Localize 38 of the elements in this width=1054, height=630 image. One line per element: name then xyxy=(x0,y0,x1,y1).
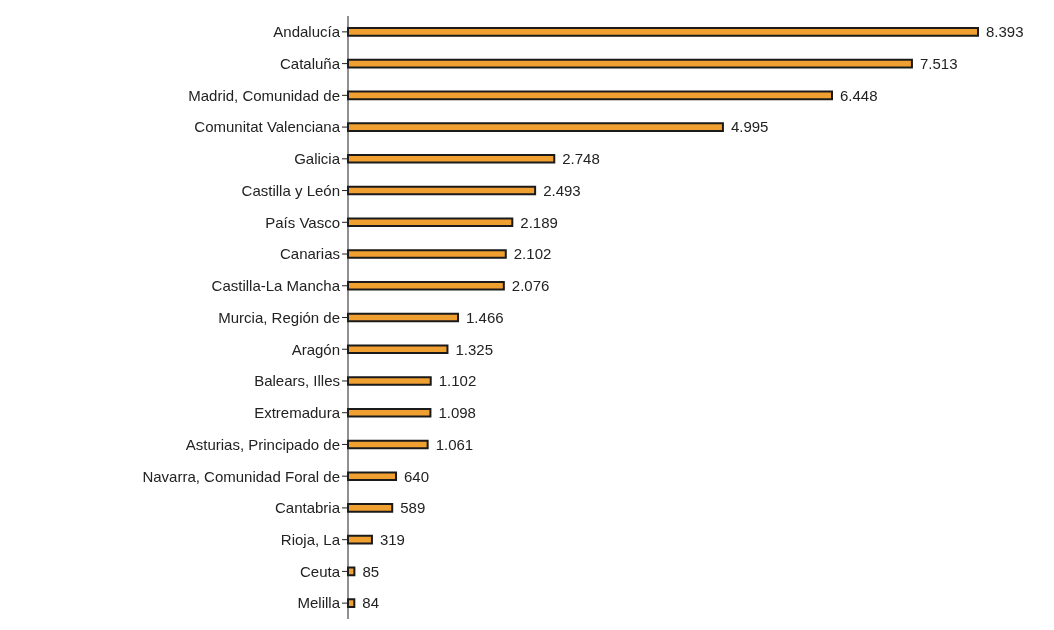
data-label: 2.102 xyxy=(513,245,552,263)
data-label: 1.102 xyxy=(438,372,477,390)
y-tick-label: País Vasco xyxy=(265,213,340,231)
y-tick-label: Canarias xyxy=(279,245,340,263)
data-label: 6.448 xyxy=(840,86,878,104)
y-tick-label: Castilla-La Mancha xyxy=(211,277,341,295)
data-label: 640 xyxy=(404,467,430,485)
y-tick-label: Balears, Illes xyxy=(254,372,340,390)
data-label: 1.466 xyxy=(466,308,504,326)
data-label: 7.513 xyxy=(919,54,958,72)
y-tick-label: Madrid, Comunidad de xyxy=(188,86,340,104)
y-tick-label: Andalucía xyxy=(273,23,341,41)
data-label: 1.098 xyxy=(438,404,476,422)
y-tick-label: Navarra, Comunidad Foral de xyxy=(142,467,340,485)
y-tick-label: Galicia xyxy=(294,150,341,168)
data-label: 84 xyxy=(362,594,379,612)
y-tick-label: Asturias, Principado de xyxy=(185,435,340,453)
y-tick-label: Ceuta xyxy=(299,562,341,580)
data-label: 1.061 xyxy=(435,435,474,453)
data-label: 2.189 xyxy=(520,213,558,231)
data-label: 4.995 xyxy=(730,118,769,136)
y-tick-label: Rioja, La xyxy=(280,530,341,548)
y-tick-label: Comunitat Valenciana xyxy=(194,118,341,136)
y-tick-label: Murcia, Región de xyxy=(218,308,340,326)
data-label: 2.493 xyxy=(543,181,581,199)
data-label: 589 xyxy=(400,499,426,517)
data-label: 1.325 xyxy=(455,340,493,358)
data-label: 8.393 xyxy=(986,23,1024,41)
data-label: 319 xyxy=(379,530,405,548)
y-tick-label: Melilla xyxy=(297,594,341,612)
y-tick-label: Cataluña xyxy=(279,54,341,72)
y-tick-label: Castilla y León xyxy=(241,181,340,199)
data-label: 2.748 xyxy=(562,150,600,168)
y-tick-label: Aragón xyxy=(291,340,340,358)
data-label: 2.076 xyxy=(511,277,550,295)
y-tick-label: Cantabria xyxy=(274,499,341,517)
y-tick-label: Extremadura xyxy=(254,404,341,422)
data-label: 85 xyxy=(362,562,380,580)
